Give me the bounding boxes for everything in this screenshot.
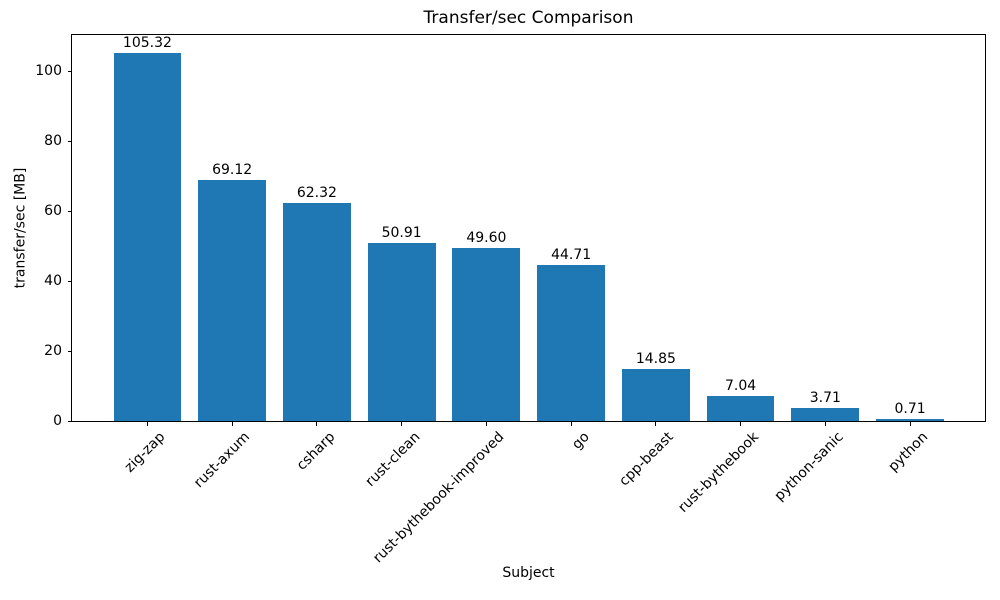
bar-python — [876, 418, 944, 421]
x-tick-label: rust-clean — [362, 429, 423, 490]
bar-value-label: 0.71 — [894, 400, 926, 417]
y-tick-label: 20 — [44, 342, 62, 359]
x-tick — [824, 422, 826, 426]
y-tick-label: 0 — [53, 412, 62, 429]
bar-value-label: 14.85 — [635, 351, 676, 368]
bar-python-sanic — [791, 408, 860, 421]
bar-value-label: 62.32 — [296, 185, 337, 202]
y-axis-label: transfer/sec [MB] — [12, 167, 29, 289]
x-tick — [740, 422, 742, 426]
x-tick-label: csharp — [293, 429, 339, 474]
x-tick — [570, 422, 572, 426]
x-tick — [909, 422, 911, 426]
x-tick — [485, 422, 487, 426]
y-tick — [67, 420, 72, 422]
x-tick — [655, 422, 657, 426]
bar-zig-zap — [113, 53, 182, 421]
bar-cpp-beast — [621, 369, 690, 421]
bar-value-label: 69.12 — [212, 161, 253, 178]
y-tick — [67, 141, 72, 143]
bar-rust-bythebook — [706, 396, 775, 421]
x-tick-label: rust-bythebook — [675, 429, 762, 516]
x-tick-label: rust-axum — [191, 429, 254, 492]
y-tick — [67, 211, 72, 213]
y-tick-label: 60 — [44, 203, 62, 220]
bar-value-label: 7.04 — [725, 378, 757, 395]
bar-go — [537, 264, 605, 421]
bar-value-label: 3.71 — [809, 390, 841, 407]
bar-value-label: 50.91 — [381, 225, 422, 242]
x-tick-label: cpp-beast — [616, 429, 678, 490]
x-tick-label: python — [885, 429, 932, 475]
y-tick-label: 100 — [35, 63, 62, 80]
x-axis-label: Subject — [502, 565, 555, 581]
x-tick — [146, 422, 148, 426]
bar-rust-clean — [367, 243, 436, 421]
bar-csharp — [283, 203, 351, 421]
y-tick-label: 40 — [44, 272, 62, 289]
x-tick-label: zig-zap — [122, 429, 169, 476]
y-tick — [67, 71, 72, 73]
bar-rust-bythebook-improved — [452, 247, 521, 421]
bar-value-label: 105.32 — [122, 35, 172, 52]
x-tick — [401, 422, 403, 426]
y-tick — [67, 350, 72, 352]
x-tick — [231, 422, 233, 426]
bar-value-label: 49.60 — [466, 229, 507, 246]
bar-value-label: 44.71 — [551, 246, 592, 263]
bar-rust-axum — [198, 179, 267, 421]
x-tick-label: python-sanic — [771, 429, 847, 505]
y-tick-label: 80 — [44, 133, 62, 150]
x-tick — [316, 422, 318, 426]
chart-title: Transfer/sec Comparison — [423, 8, 634, 28]
x-tick-label: go — [568, 429, 593, 453]
y-tick — [67, 280, 72, 282]
